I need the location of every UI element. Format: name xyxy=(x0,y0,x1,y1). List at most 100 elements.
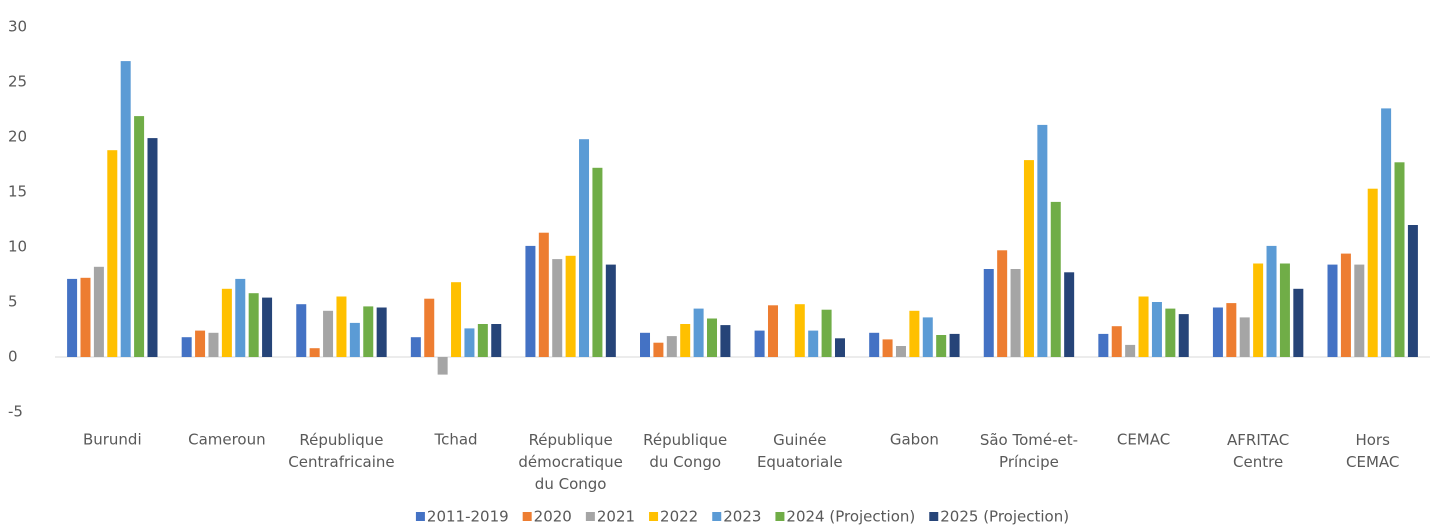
bar xyxy=(565,255,576,357)
bar xyxy=(1050,201,1061,357)
bar xyxy=(1125,344,1136,357)
bar xyxy=(248,293,259,357)
bar xyxy=(363,306,374,357)
bar xyxy=(424,298,435,357)
bar xyxy=(1010,269,1021,357)
bar xyxy=(997,250,1008,357)
legend-label: 2024 (Projection) xyxy=(786,508,915,526)
bar xyxy=(1367,188,1378,357)
bar xyxy=(309,348,320,357)
x-tick-label: République démocratique du Congo xyxy=(518,431,622,493)
x-tick-label: Tchad xyxy=(433,431,477,449)
bar xyxy=(680,324,691,357)
legend-label: 2021 xyxy=(597,508,635,526)
bar xyxy=(1253,263,1264,357)
bar xyxy=(1340,253,1351,357)
x-tick-label: Guinée Equatoriale xyxy=(757,431,843,471)
bar xyxy=(834,338,845,357)
x-tick-label: République du Congo xyxy=(643,431,727,471)
bar xyxy=(922,317,933,357)
bar xyxy=(349,322,360,357)
bar xyxy=(107,150,118,357)
bar xyxy=(1226,303,1237,357)
bar xyxy=(1098,333,1109,357)
bar xyxy=(336,296,347,357)
bar xyxy=(949,333,960,357)
bar xyxy=(235,278,246,357)
y-tick-label: 20 xyxy=(8,128,27,146)
bar xyxy=(1279,263,1290,357)
bar xyxy=(437,357,448,375)
bar xyxy=(794,304,805,357)
legend-swatch xyxy=(929,512,939,521)
y-tick-label: 0 xyxy=(8,348,18,366)
bar xyxy=(1293,288,1304,357)
bar xyxy=(693,308,704,357)
bar xyxy=(1239,317,1250,357)
x-tick-label: Cameroun xyxy=(188,431,266,449)
bar xyxy=(93,266,104,357)
bar xyxy=(80,277,91,357)
bar xyxy=(323,310,334,357)
bar xyxy=(221,288,232,357)
y-tick-label: 15 xyxy=(8,183,27,201)
y-tick-label: 5 xyxy=(8,293,18,311)
bar xyxy=(67,278,78,357)
bar xyxy=(808,330,819,357)
bar xyxy=(1111,326,1122,357)
legend-swatch xyxy=(522,512,532,521)
bar xyxy=(296,304,307,357)
y-tick-label: 10 xyxy=(8,238,27,256)
bar xyxy=(1178,314,1189,357)
legend-swatch xyxy=(415,512,425,521)
bar xyxy=(134,116,145,357)
bar xyxy=(181,337,192,357)
bar xyxy=(767,305,778,357)
legend-swatch xyxy=(775,512,785,521)
bar xyxy=(821,309,832,357)
bar xyxy=(1381,108,1392,358)
bar xyxy=(410,337,421,357)
bar xyxy=(1023,160,1034,357)
x-tick-label: CEMAC xyxy=(1117,431,1170,449)
x-tick-label: Gabon xyxy=(890,431,939,449)
legend-label: 2011-2019 xyxy=(427,508,509,526)
bar xyxy=(538,232,549,357)
x-tick-label: République Centrafricaine xyxy=(288,431,394,471)
bar xyxy=(605,264,616,357)
bar xyxy=(1037,124,1048,358)
bar xyxy=(525,245,536,357)
bar xyxy=(1151,302,1162,357)
bar xyxy=(707,318,718,357)
x-tick-label: AFRITAC Centre xyxy=(1227,431,1289,471)
bar xyxy=(552,259,563,357)
legend-label: 2023 xyxy=(723,508,761,526)
bar xyxy=(120,61,131,357)
bar xyxy=(666,336,677,357)
x-tick-label: Burundi xyxy=(83,431,142,449)
bar xyxy=(1165,308,1176,357)
bar xyxy=(1327,264,1338,357)
bar xyxy=(1407,225,1418,357)
bar xyxy=(592,167,603,357)
bar xyxy=(376,307,387,357)
y-tick-label: -5 xyxy=(8,403,23,421)
y-tick-label: 30 xyxy=(8,18,27,36)
bar xyxy=(147,138,158,357)
legend-swatch xyxy=(649,512,659,521)
bar xyxy=(1138,296,1149,357)
bar xyxy=(1354,264,1365,357)
bar xyxy=(882,339,893,357)
bar xyxy=(262,297,273,357)
legend-label: 2022 xyxy=(660,508,698,526)
bar xyxy=(491,324,502,357)
bar xyxy=(208,332,219,357)
bar xyxy=(983,269,994,357)
x-tick-label: São Tomé-et-Príncipe xyxy=(980,431,1078,471)
bar xyxy=(720,325,731,357)
bar xyxy=(464,328,475,357)
bar xyxy=(640,332,651,357)
bar xyxy=(1064,272,1075,357)
bar xyxy=(754,330,765,357)
